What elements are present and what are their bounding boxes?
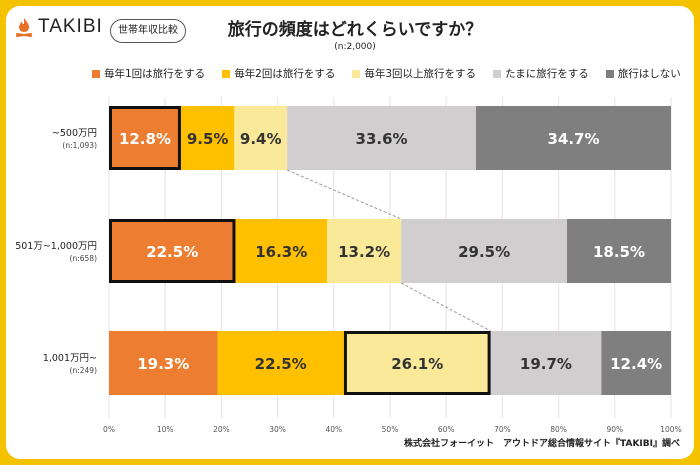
- data-label: 29.5%: [458, 243, 510, 261]
- x-tick-label: 10%: [157, 425, 174, 434]
- x-tick-label: 100%: [660, 425, 681, 434]
- bar-segment: [109, 331, 218, 395]
- bar-segment: [567, 219, 671, 283]
- category-sample-size: (n:1,093): [62, 141, 97, 150]
- bar-segment: [180, 106, 235, 170]
- chart-legend: 毎年1回は旅行をする 毎年2回は旅行をする 毎年3回以上旅行をする たまに旅行をする 旅…: [92, 66, 698, 81]
- x-tick-label: 80%: [550, 425, 567, 434]
- legend-label: 旅行はしない: [617, 68, 681, 80]
- chart-subtitle: (n:2,000): [334, 42, 376, 52]
- data-label: 19.3%: [137, 355, 189, 373]
- x-tick-label: 70%: [494, 425, 511, 434]
- bar-segment: [490, 331, 602, 395]
- x-tick-label: 40%: [325, 425, 342, 434]
- source-credit: 株式会社フォーイット アウトドア総合情報サイト『TAKIBI』調べ: [404, 439, 680, 449]
- legend-label: 毎年1回は旅行をする: [104, 68, 206, 80]
- bar-segment: [343, 331, 491, 395]
- data-label: 22.5%: [146, 243, 198, 261]
- category-sample-size: (n:658): [70, 254, 98, 263]
- connector-line: [286, 169, 402, 220]
- campfire-icon: [16, 18, 32, 37]
- bar-segment: [475, 106, 671, 170]
- legend-label: 毎年2回は旅行をする: [234, 68, 336, 80]
- connector-line: [401, 282, 491, 332]
- bar-segment: [109, 106, 181, 170]
- data-label: 12.8%: [119, 130, 171, 148]
- legend-item: たまに旅行をする: [493, 66, 589, 81]
- highlight-box: [343, 331, 491, 395]
- legend-item: 毎年2回は旅行をする: [222, 66, 335, 81]
- x-tick-label: 20%: [213, 425, 230, 434]
- category-sample-size: (n:249): [70, 366, 98, 375]
- x-tick-label: 60%: [438, 425, 455, 434]
- data-label: 33.6%: [356, 130, 408, 148]
- bar-segment: [109, 219, 236, 283]
- legend-item: 毎年3回以上旅行をする: [352, 66, 476, 81]
- data-label: 19.7%: [520, 355, 572, 373]
- bar-segment: [234, 106, 288, 170]
- legend-swatch: [493, 69, 502, 78]
- legend-item: 毎年1回は旅行をする: [92, 66, 205, 81]
- highlight-box: [109, 219, 236, 283]
- bar-segment: [287, 106, 476, 170]
- category-label: 501万~1,000万円: [15, 241, 97, 252]
- data-label: 9.5%: [187, 130, 229, 148]
- highlight-box: [109, 106, 181, 170]
- comparison-badge: 世帯年収比較: [110, 19, 186, 43]
- bar-segment: [601, 331, 671, 395]
- takibi-logo: TAKIBI: [14, 16, 103, 38]
- category-label: ~500万円: [52, 128, 97, 139]
- data-label: 16.3%: [255, 243, 307, 261]
- bar-segment: [235, 219, 328, 283]
- bar-segment: [401, 219, 568, 283]
- legend-label: 毎年3回以上旅行をする: [364, 68, 477, 80]
- legend-label: たまに旅行をする: [505, 68, 589, 80]
- legend-swatch: [92, 69, 100, 78]
- x-tick-label: 30%: [269, 425, 286, 434]
- chart-title: 旅行の頻度はどれくらいですか？: [227, 20, 483, 40]
- legend-swatch: [352, 69, 361, 78]
- x-tick-label: 90%: [606, 425, 623, 434]
- data-label: 22.5%: [255, 355, 307, 373]
- legend-swatch: [222, 69, 231, 78]
- data-label: 18.5%: [593, 243, 645, 261]
- category-label: 1,001万円~: [43, 353, 97, 364]
- data-label: 12.4%: [610, 355, 662, 373]
- bar-segment: [217, 331, 344, 395]
- data-label: 34.7%: [547, 130, 599, 148]
- x-tick-label: 50%: [382, 425, 399, 434]
- logo-text: TAKIBI: [38, 16, 103, 37]
- legend-swatch: [605, 69, 614, 78]
- data-label: 9.4%: [240, 130, 282, 148]
- x-tick-label: 0%: [103, 425, 115, 434]
- bar-segment: [327, 219, 402, 283]
- data-label: 13.2%: [338, 243, 390, 261]
- data-label: 26.1%: [391, 355, 443, 373]
- legend-item: 旅行はしない: [605, 66, 681, 81]
